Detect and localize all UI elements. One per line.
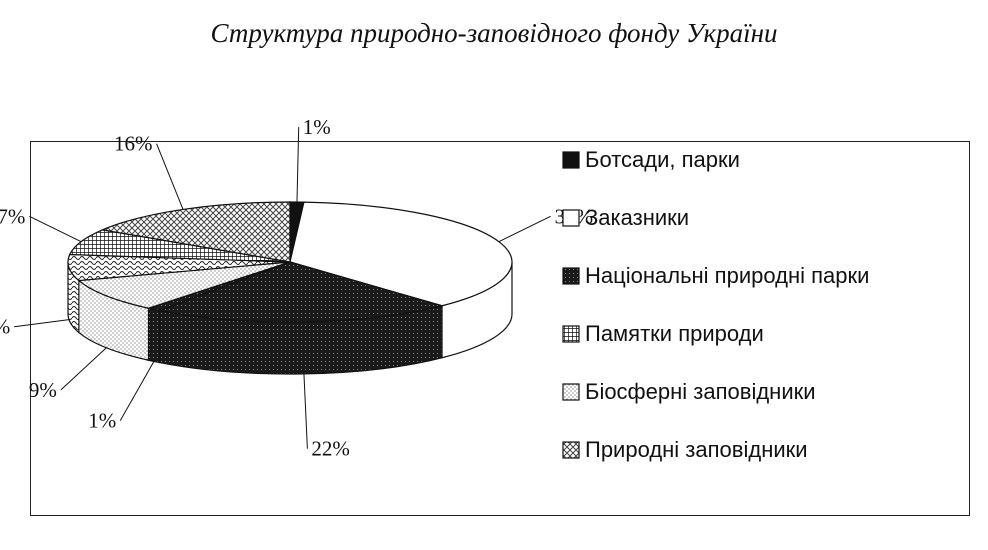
pie-side-3 — [147, 307, 161, 364]
leader-line-1 — [498, 215, 551, 243]
slice-label-2: 22% — [311, 437, 350, 461]
legend-label-2: Національні природні парки — [585, 263, 869, 288]
leader-line-3 — [119, 361, 155, 421]
leader-line-6 — [29, 215, 82, 243]
legend-swatch-1 — [562, 209, 580, 227]
leader-line-4 — [60, 347, 107, 391]
legend-swatch-4 — [562, 383, 580, 401]
slice-label-5: 7% — [0, 315, 10, 339]
legend-label-3: Памятки природи — [585, 321, 764, 346]
legend-swatch-2 — [562, 267, 580, 285]
pie-slice-2 — [157, 261, 445, 323]
legend-label-5: Природні заповідники — [585, 437, 808, 462]
chart-title: Структура природно-заповідного фонду Укр… — [210, 18, 778, 48]
legend-label-0: Ботсади, парки — [585, 147, 740, 172]
legend-swatch-5 — [562, 441, 580, 459]
pie-slice-4 — [77, 261, 291, 309]
legend-label-1: Заказники — [585, 205, 689, 230]
slice-label-6: 7% — [0, 204, 25, 228]
slice-label-3: 1% — [88, 409, 116, 433]
slice-label-7: 16% — [114, 132, 153, 156]
leader-line-2 — [303, 373, 308, 449]
slice-label-0: 1% — [303, 115, 331, 139]
legend-label-4: Біосферні заповідники — [585, 379, 816, 404]
chart-frame — [30, 141, 970, 516]
slice-label-4: 9% — [29, 378, 57, 402]
leader-line-7 — [156, 143, 184, 210]
legend-swatch-0 — [562, 151, 580, 169]
leader-line-0 — [296, 127, 300, 203]
leader-line-5 — [14, 319, 70, 328]
legend-swatch-3 — [562, 325, 580, 343]
